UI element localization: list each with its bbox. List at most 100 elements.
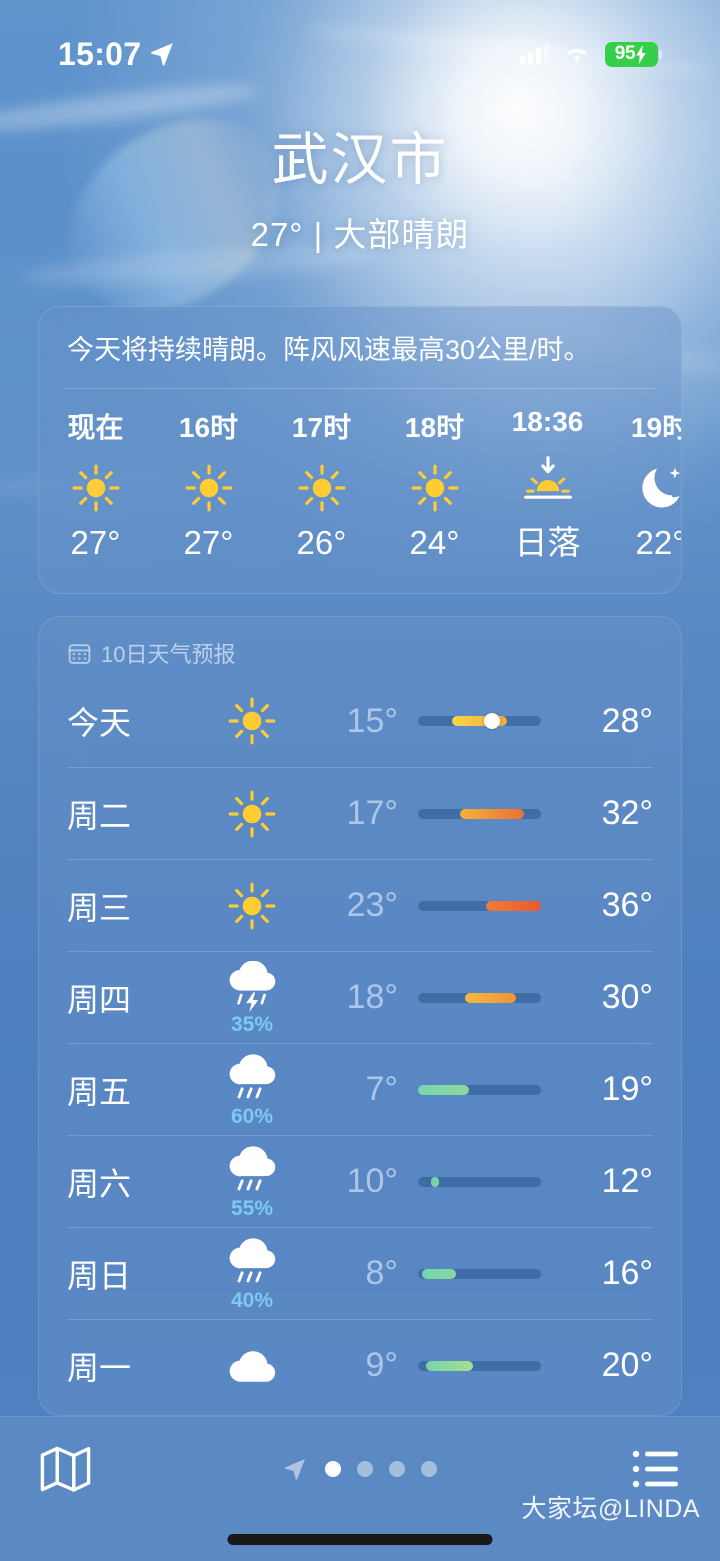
thunderstorm-icon <box>229 960 276 1012</box>
temp-range-bar <box>398 1360 561 1371</box>
hourly-temp: 24° <box>409 523 460 561</box>
low-temp: 9° <box>365 1346 398 1384</box>
low-temp: 10° <box>346 1162 398 1200</box>
day-label: 周二 <box>67 797 132 834</box>
daily-forecast-row[interactable]: 周二 17° 32° <box>67 767 653 859</box>
rain-icon: 60% <box>192 1053 312 1127</box>
precipitation-chance: 35% <box>230 1012 274 1036</box>
daily-forecast-card[interactable]: 10日天气预报 今天 15° 28° 周二 <box>38 616 682 1416</box>
low-temp: 8° <box>365 1254 398 1292</box>
rain-icon: 40% <box>192 1237 312 1311</box>
status-bar: 15:07 95 <box>0 32 720 76</box>
moon-icon <box>641 467 680 508</box>
temp-range-bar <box>398 992 561 1003</box>
hourly-time: 17时 <box>291 411 352 443</box>
day-label: 周一 <box>67 1349 132 1386</box>
precipitation-chance: 40% <box>230 1288 274 1312</box>
watermark: 大家坛@LINDA <box>521 1495 700 1523</box>
temp-range-bar <box>398 1084 561 1095</box>
daily-forecast-row[interactable]: 周三 23° 36° <box>67 859 653 951</box>
rain-icon: 55% <box>192 1145 312 1219</box>
temp-range-bar <box>398 900 561 911</box>
daily-forecast-row[interactable]: 周一 9° 20° <box>67 1319 653 1411</box>
page-dot[interactable] <box>325 1461 341 1477</box>
sun-icon <box>228 882 276 929</box>
hourly-summary-text: 今天将持续晴朗。阵风风速最高30公里/时。 <box>67 335 591 365</box>
hourly-temp: 27° <box>70 523 121 561</box>
day-label: 周三 <box>67 889 132 926</box>
hourly-scroll-row[interactable]: 现在 27° 16时 27° 17时 <box>39 389 681 564</box>
sun-icon <box>409 458 461 518</box>
cloud-icon <box>192 1347 312 1384</box>
temp-range-fill <box>426 1360 474 1371</box>
daily-forecast-title: 10日天气预报 <box>101 642 236 667</box>
hourly-item[interactable]: 18时 24° <box>378 406 491 564</box>
calendar-icon <box>67 641 92 666</box>
high-temp: 30° <box>601 978 653 1016</box>
cellular-signal-icon <box>520 44 549 64</box>
page-dot[interactable] <box>389 1461 405 1477</box>
rain-icon <box>229 1237 276 1282</box>
sunset-icon <box>523 455 572 499</box>
daily-forecast-row[interactable]: 周五 60% 7° 19° <box>67 1043 653 1135</box>
temp-range-bar <box>398 808 561 819</box>
high-temp: 28° <box>601 701 653 740</box>
hourly-time: 现在 <box>67 411 124 443</box>
sun-icon <box>70 458 122 518</box>
rain-icon <box>229 1145 276 1190</box>
clock: 15:07 <box>58 35 142 72</box>
location-arrow-icon <box>283 1457 307 1481</box>
day-label: 周四 <box>67 981 132 1018</box>
battery-indicator: 95 <box>605 41 662 67</box>
hourly-item[interactable]: 18:36 日落 <box>491 406 604 564</box>
charging-bolt-icon <box>636 44 646 64</box>
wifi-icon <box>562 43 592 65</box>
low-temp: 23° <box>346 886 398 924</box>
sun-icon <box>192 695 312 747</box>
sun-icon <box>298 464 345 512</box>
precipitation-chance: 60% <box>230 1104 274 1128</box>
hourly-item[interactable]: 16时 27° <box>152 406 265 564</box>
temp-range-fill <box>451 716 508 726</box>
daily-forecast-row[interactable]: 周六 55% 10° 12° <box>67 1135 653 1227</box>
battery-percent: 95 <box>614 43 636 64</box>
daily-forecast-header: 10日天气预报 <box>39 617 681 675</box>
bottom-toolbar: 大家坛@LINDA <box>0 1416 720 1561</box>
day-label: 今天 <box>67 705 132 741</box>
high-temp: 12° <box>601 1162 653 1200</box>
precipitation-chance: 55% <box>230 1196 274 1220</box>
page-indicator[interactable] <box>0 1439 720 1499</box>
daily-forecast-row[interactable]: 周四 35% 18° 30° <box>67 951 653 1043</box>
low-temp: 7° <box>365 1070 398 1108</box>
temp-range-fill <box>464 992 516 1003</box>
map-icon[interactable] <box>40 1444 92 1494</box>
day-label: 周日 <box>67 1257 132 1294</box>
low-temp: 18° <box>346 978 398 1016</box>
thunderstorm-icon: 35% <box>192 960 312 1036</box>
home-indicator[interactable] <box>227 1534 493 1545</box>
current-temp-dot <box>483 713 500 729</box>
hourly-item[interactable]: 现在 27° <box>39 406 152 564</box>
city-name: 武汉市 <box>271 128 449 192</box>
hourly-time: 16时 <box>178 411 239 443</box>
cloud-icon <box>229 1351 276 1382</box>
temp-range-fill <box>418 1084 469 1095</box>
high-temp: 16° <box>601 1254 653 1292</box>
hourly-forecast-card[interactable]: 今天将持续晴朗。阵风风速最高30公里/时。 现在 27° 16时 27° 17时 <box>38 306 682 594</box>
divider <box>65 387 655 389</box>
daily-forecast-row[interactable]: 周日 40% 8° 16° <box>67 1227 653 1319</box>
status-bar-left: 15:07 <box>58 36 175 73</box>
page-dot[interactable] <box>357 1461 373 1477</box>
temp-range-bar <box>398 1268 561 1279</box>
hourly-temp: 22° <box>635 523 682 561</box>
temp-range-fill <box>485 900 541 911</box>
list-icon[interactable] <box>632 1447 680 1491</box>
hourly-item[interactable]: 19时 22° <box>604 406 682 564</box>
hourly-item[interactable]: 17时 26° <box>265 406 378 564</box>
daily-forecast-row[interactable]: 今天 15° 28° <box>67 675 653 767</box>
temp-range-fill <box>422 1268 457 1279</box>
hourly-time: 18时 <box>404 411 465 443</box>
page-dot[interactable] <box>421 1461 437 1477</box>
status-bar-right: 95 <box>520 41 662 67</box>
temp-range-bar <box>398 713 561 729</box>
